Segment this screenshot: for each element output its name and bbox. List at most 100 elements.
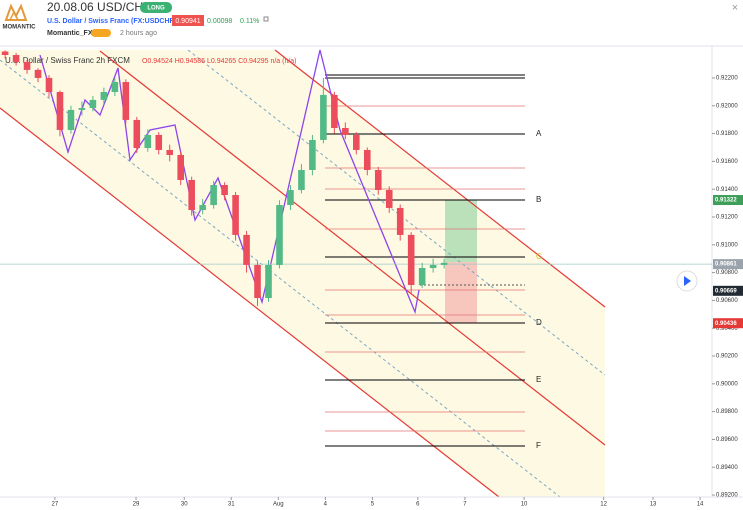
candle-body (276, 205, 283, 265)
author[interactable]: Momantic_FX (47, 30, 93, 37)
candle-body (34, 69, 42, 78)
y-tick-label: 0.91200 (716, 215, 738, 221)
x-tick-label: 4 (324, 502, 328, 508)
fib-labels: A B C D E F (536, 129, 542, 450)
candle-body (12, 55, 20, 62)
candle-body (232, 195, 239, 235)
candle-body (1, 51, 9, 56)
y-tick-label: 0.91400 (716, 187, 738, 193)
y-tick-label: 0.89400 (716, 465, 738, 471)
premium-pill (91, 29, 111, 37)
price-tag (713, 318, 743, 329)
candle-body (243, 234, 250, 265)
candle-body (429, 264, 437, 269)
alarm-icon[interactable] (263, 16, 269, 22)
price-tag (713, 285, 743, 296)
level-label: F (536, 441, 541, 450)
candle-body (89, 99, 97, 108)
candle-body (45, 77, 53, 92)
close-button[interactable]: × (732, 2, 738, 14)
y-tick-label: 0.89600 (716, 437, 738, 443)
candle-body (407, 234, 415, 285)
x-tick-label: 30 (181, 502, 188, 508)
y-tick-label: 0.91600 (716, 159, 738, 165)
price-tag-label: 0.90669 (715, 288, 737, 294)
price-tag-label: 0.90436 (715, 321, 737, 327)
time: 2 hours ago (120, 30, 157, 37)
y-tick-label: 0.90200 (716, 354, 738, 360)
candle-body (396, 207, 404, 235)
price-tag (713, 195, 743, 206)
y-tick-label: 0.89800 (716, 409, 738, 415)
candle-body (265, 264, 272, 299)
candle-body (23, 61, 31, 70)
candle-body (111, 81, 119, 92)
y-tick-label: 0.92200 (716, 76, 738, 82)
change-pct: 0.11% (240, 18, 259, 25)
level-label: D (536, 318, 542, 327)
candle-body (155, 134, 163, 150)
price: 0.90941 (175, 18, 200, 25)
x-tick-label: 6 (416, 502, 420, 508)
y-tick-label: 0.92000 (716, 103, 738, 109)
candle-body (100, 91, 108, 100)
x-tick-label: 7 (463, 502, 467, 508)
drawings (0, 49, 606, 498)
x-tick-label: 14 (697, 502, 704, 508)
x-tick-label: 13 (650, 502, 657, 508)
x-tick-label: 5 (371, 502, 375, 508)
y-tick-label: 0.90800 (716, 270, 738, 276)
y-tick-label: 0.90600 (716, 298, 738, 304)
badge (140, 2, 172, 13)
logo-text: MOMANTIC (3, 25, 37, 31)
x-tick-label: 31 (228, 502, 235, 508)
y-tick-label: 0.91800 (716, 131, 738, 137)
price-tag (713, 259, 743, 270)
candle-body (418, 268, 426, 285)
y-tick-label: 0.91000 (716, 242, 738, 248)
candle-body (374, 169, 382, 191)
candle-body (320, 94, 327, 140)
x-tick-label: 29 (133, 502, 140, 508)
x-tick-label: 27 (52, 502, 59, 508)
candle-body (188, 179, 195, 211)
candle-body (210, 185, 217, 206)
candle-body (199, 205, 206, 211)
badge-text: LONG (147, 6, 165, 12)
price-tag-label: 0.90861 (715, 262, 737, 268)
x-tick-label: 12 (600, 502, 607, 508)
candle-body (363, 149, 371, 170)
ohlc: O0.94524 H0.94586 L0.94265 C0.94295 n/a … (142, 58, 297, 65)
level-label: A (536, 129, 542, 138)
price-tag-label: 0.91322 (715, 198, 737, 204)
series-title: U.S. Dollar / Swiss Franc 2h FXCM (5, 56, 130, 65)
candle-body (353, 134, 360, 150)
y-tick-label: 0.90400 (716, 326, 738, 332)
candle-body (67, 109, 75, 130)
x-tick-label: 10 (521, 502, 528, 508)
y-tick-label: 0.90000 (716, 381, 738, 387)
candle-body (331, 94, 338, 128)
level-label: C (536, 252, 542, 261)
y-tick-label: 0.89200 (716, 493, 738, 499)
change: 0.00098 (207, 18, 232, 25)
logo: MOMANTIC (3, 3, 37, 31)
candle-body (309, 139, 316, 170)
candle-body (440, 262, 448, 265)
play-icon (684, 276, 691, 286)
axes: 0.92200 0.92000 0.91800 0.91600 0.91400 0.912… (0, 46, 743, 508)
candle-body (287, 190, 294, 206)
candle-body (385, 190, 393, 208)
price-box (172, 15, 204, 26)
instrument: U.S. Dollar / Swiss Franc (FX:USDCHF) (47, 18, 176, 25)
candle-body (342, 127, 349, 135)
candle-body (298, 169, 305, 191)
title: 20.08.06 USD/CHF (47, 0, 150, 14)
candle-body (144, 134, 152, 149)
candle-body (122, 81, 130, 120)
candle-body (78, 107, 86, 110)
candle-body (254, 264, 261, 299)
candle-body (177, 154, 184, 180)
candle-body (221, 185, 228, 196)
x-tick-label: Aug (273, 502, 284, 508)
